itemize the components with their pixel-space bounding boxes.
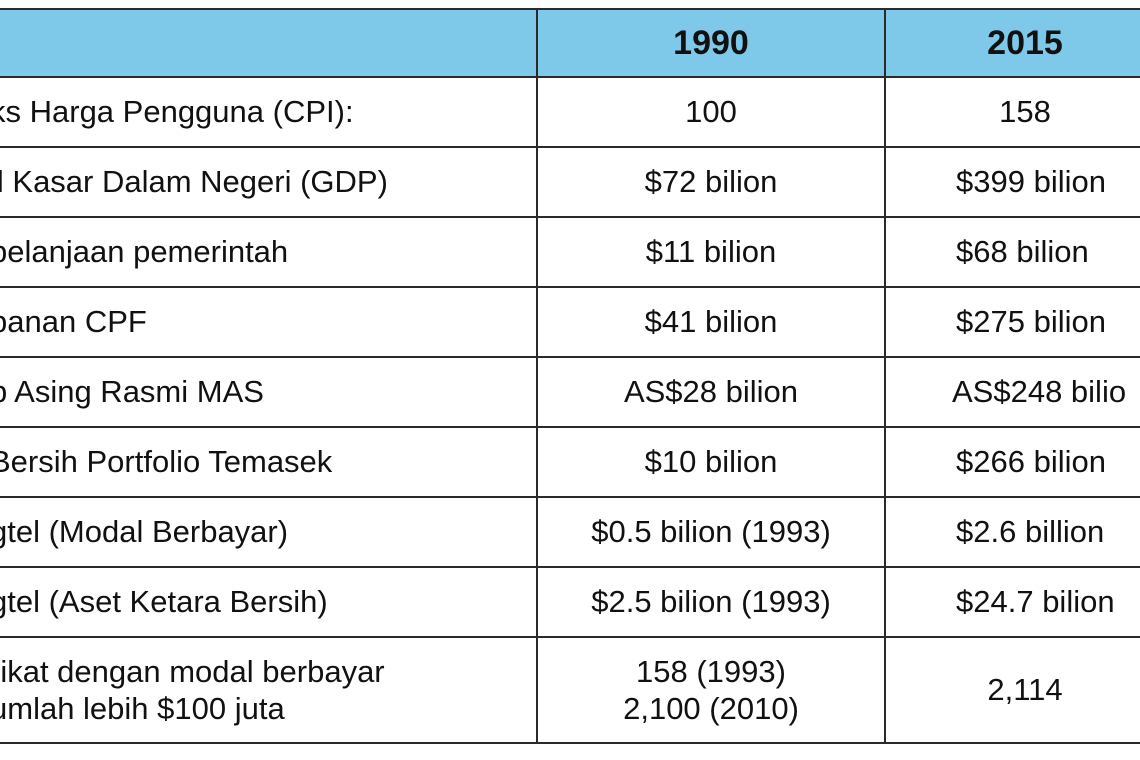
header-row: 1990 2015 xyxy=(0,8,1140,78)
row-label: gtel (Modal Berbayar) xyxy=(0,496,538,568)
value-1990: AS$28 bilion xyxy=(536,356,886,428)
value-2015: AS$248 bilio xyxy=(884,356,1140,428)
row-label: b Asing Rasmi MAS xyxy=(0,356,538,428)
table-row: Bersih Portfolio Temasek $10 bilion $266… xyxy=(0,426,1140,498)
header-year-2015: 2015 xyxy=(884,8,1140,78)
table-row: panan CPF $41 bilion $275 bilion xyxy=(0,286,1140,358)
row-label: pelanjaan pemerintah xyxy=(0,216,538,288)
header-label-cell xyxy=(0,8,538,78)
value-2015: $68 bilion xyxy=(884,216,1140,288)
row-label-line: umlah lebih $100 juta xyxy=(0,691,285,726)
row-label: ks Harga Pengguna (CPI): xyxy=(0,76,538,148)
economic-indicators-table: 1990 2015 ks Harga Pengguna (CPI): 100 1… xyxy=(0,8,1140,744)
value-2015: $275 bilion xyxy=(884,286,1140,358)
table-row: il Kasar Dalam Negeri (GDP) $72 bilion $… xyxy=(0,146,1140,218)
value-1990: 158 (1993) 2,100 (2010) xyxy=(536,636,886,744)
value-1990: $10 bilion xyxy=(536,426,886,498)
value-2015: $2.6 billion xyxy=(884,496,1140,568)
value-1990: $72 bilion xyxy=(536,146,886,218)
table-row: pelanjaan pemerintah $11 bilion $68 bili… xyxy=(0,216,1140,288)
row-label: il Kasar Dalam Negeri (GDP) xyxy=(0,146,538,218)
table-row: rikat dengan modal berbayar umlah lebih … xyxy=(0,636,1140,744)
value-2015: $24.7 bilion xyxy=(884,566,1140,638)
value-2015: 158 xyxy=(884,76,1140,148)
value-1990: $41 bilion xyxy=(536,286,886,358)
value-1990: $0.5 bilion (1993) xyxy=(536,496,886,568)
value-1990: 100 xyxy=(536,76,886,148)
table-row: gtel (Modal Berbayar) $0.5 bilion (1993)… xyxy=(0,496,1140,568)
row-label-line: rikat dengan modal berbayar xyxy=(0,653,385,689)
table-row: gtel (Aset Ketara Bersih) $2.5 bilion (1… xyxy=(0,566,1140,638)
table-row: b Asing Rasmi MAS AS$28 bilion AS$248 bi… xyxy=(0,356,1140,428)
header-year-1990: 1990 xyxy=(536,8,886,78)
row-label: panan CPF xyxy=(0,286,538,358)
value-1990-line: 158 (1993) xyxy=(636,653,786,689)
row-label: gtel (Aset Ketara Bersih) xyxy=(0,566,538,638)
value-2015: 2,114 xyxy=(884,636,1140,744)
table-row: ks Harga Pengguna (CPI): 100 158 xyxy=(0,76,1140,148)
value-1990: $11 bilion xyxy=(536,216,886,288)
value-1990: $2.5 bilion (1993) xyxy=(536,566,886,638)
value-2015: $399 bilion xyxy=(884,146,1140,218)
value-2015: $266 bilion xyxy=(884,426,1140,498)
value-1990-line: 2,100 (2010) xyxy=(623,691,799,726)
row-label: rikat dengan modal berbayar umlah lebih … xyxy=(0,636,538,744)
row-label: Bersih Portfolio Temasek xyxy=(0,426,538,498)
